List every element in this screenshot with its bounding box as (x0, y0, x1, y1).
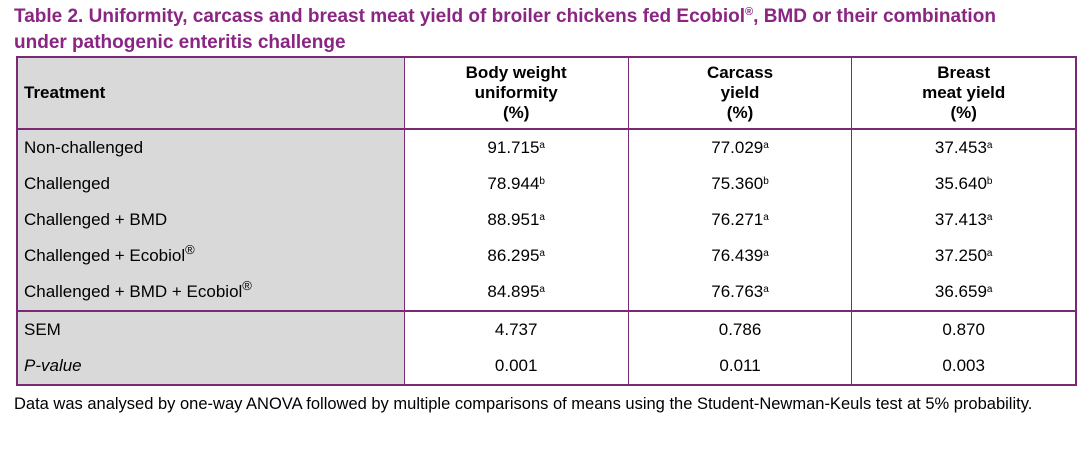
stat-value: 0.786 (627, 310, 853, 348)
value-cell: 91.715a (403, 129, 629, 166)
table-row: Challenged 78.944b 75.360b 35.640b (16, 166, 1077, 202)
significance-letter: b (763, 176, 769, 187)
significance-letter: b (986, 176, 993, 187)
value-number: 35.640 (934, 174, 987, 193)
table-footnote: Data was analysed by one-way ANOVA follo… (14, 395, 1033, 413)
header-body-weight-uniformity: Body weight uniformity (%) (403, 57, 629, 130)
table-row: Challenged + Ecobiol® 86.295a 76.439a 37.25… (16, 238, 1077, 274)
significance-letter: a (763, 284, 769, 295)
value-cell: 84.895a (403, 274, 629, 311)
treatment-cell: Challenged + Ecobiol® (16, 238, 405, 274)
value-number: 37.453 (934, 138, 987, 157)
value-cell: 76.763a (627, 274, 853, 311)
value-cell: 35.640b (851, 166, 1077, 202)
value-cell: 75.360b (627, 166, 853, 202)
value-cell: 76.439a (627, 238, 853, 274)
table-title-line2: under pathogenic enteritis challenge (14, 32, 346, 53)
value-number: 86.295 (487, 246, 540, 265)
stat-value: 0.011 (627, 348, 853, 385)
stat-value: 0.870 (851, 310, 1077, 348)
value-number: 91.715 (487, 138, 540, 157)
treatment-label: Challenged + BMD + Ecobiol (24, 282, 243, 301)
significance-letter: a (539, 248, 545, 259)
value-number: 76.271 (711, 210, 764, 229)
stat-row: P-value 0.001 0.011 0.003 (16, 348, 1077, 385)
table-row: Challenged + BMD 88.951a 76.271a 37.413a (16, 202, 1077, 238)
table-title-suffix: , BMD or their combination (753, 6, 996, 27)
significance-letter: a (539, 284, 545, 295)
header-treatment: Treatment (16, 57, 405, 130)
value-cell: 37.250a (851, 238, 1077, 274)
treatment-rows: Non-challenged 91.715a 77.029a 37.453a Chall… (16, 129, 1077, 311)
significance-letter: a (763, 212, 769, 223)
value-number: 75.360 (711, 174, 764, 193)
value-cell: 88.951a (403, 202, 629, 238)
value-number: 88.951 (487, 210, 540, 229)
value-number: 84.895 (487, 282, 540, 301)
treatment-label: Non-challenged (24, 138, 144, 157)
significance-letter: a (539, 140, 545, 151)
value-number: 77.029 (711, 138, 764, 157)
registered-mark: ® (185, 242, 195, 257)
stat-label: P-value (16, 348, 405, 385)
treatment-label: Challenged + BMD (24, 210, 168, 229)
table-title-prefix: Table 2. Uniformity, carcass and breast … (14, 6, 746, 27)
treatment-label: Challenged (24, 174, 111, 193)
stat-label: SEM (16, 310, 405, 348)
value-number: 37.413 (934, 210, 987, 229)
value-number: 78.944 (487, 174, 540, 193)
results-table: Treatment Body weight uniformity (%) Car… (16, 56, 1077, 386)
stat-value: 0.003 (851, 348, 1077, 385)
treatment-cell: Challenged (16, 166, 405, 202)
value-number: 36.659 (934, 282, 987, 301)
value-number: 76.763 (711, 282, 764, 301)
treatment-label: Challenged + Ecobiol (24, 246, 186, 265)
value-cell: 78.944b (403, 166, 629, 202)
significance-letter: b (539, 176, 545, 187)
significance-letter: a (986, 140, 993, 151)
value-number: 37.250 (934, 246, 987, 265)
registered-mark: ® (242, 278, 252, 293)
table-row: Non-challenged 91.715a 77.029a 37.453a (16, 129, 1077, 166)
header-breast-meat-yield: Breast meat yield (%) (851, 57, 1077, 130)
treatment-cell: Challenged + BMD (16, 202, 405, 238)
header-row: Treatment Body weight uniformity (%) Car… (16, 57, 1077, 130)
value-cell: 86.295a (403, 238, 629, 274)
table-row: Challenged + BMD + Ecobiol® 84.895a 76.763… (16, 274, 1077, 311)
statistics-rows: SEM 4.737 0.786 0.870 P-value 0.001 0.011 0.003 (16, 310, 1077, 385)
value-cell: 76.271a (627, 202, 853, 238)
treatment-cell: Challenged + BMD + Ecobiol® (16, 274, 405, 311)
significance-letter: a (986, 212, 993, 223)
significance-letter: a (539, 212, 545, 223)
significance-letter: a (986, 284, 993, 295)
table-title: Table 2. Uniformity, carcass and breast … (14, 4, 1089, 56)
significance-letter: a (763, 248, 769, 259)
significance-letter: a (986, 248, 993, 259)
registered-mark: ® (745, 6, 754, 18)
value-cell: 77.029a (627, 129, 853, 166)
value-cell: 37.453a (851, 129, 1077, 166)
significance-letter: a (763, 140, 769, 151)
stat-row: SEM 4.737 0.786 0.870 (16, 310, 1077, 348)
header-carcass-yield: Carcass yield (%) (627, 57, 853, 130)
stat-value: 4.737 (403, 310, 629, 348)
treatment-cell: Non-challenged (16, 129, 405, 166)
value-cell: 36.659a (851, 274, 1077, 311)
value-cell: 37.413a (851, 202, 1077, 238)
stat-value: 0.001 (403, 348, 629, 385)
value-number: 76.439 (711, 246, 764, 265)
